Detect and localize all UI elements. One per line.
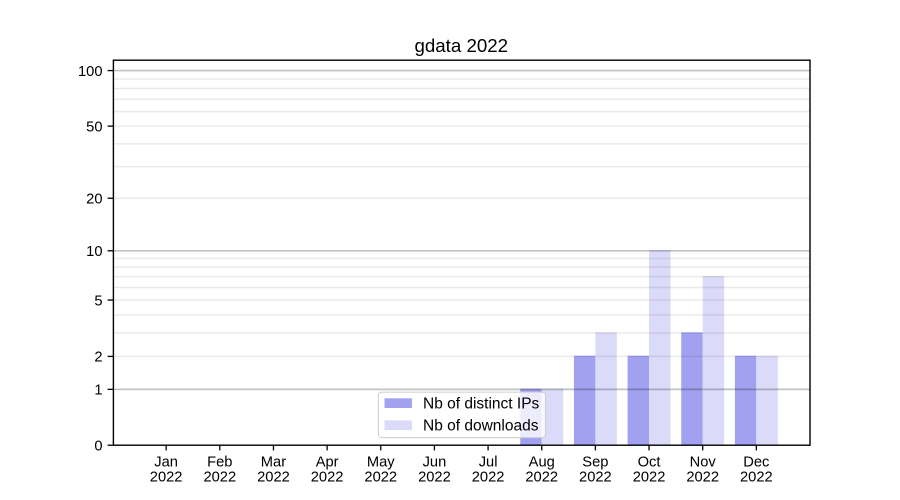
svg-text:2022: 2022 — [364, 470, 397, 486]
svg-text:2022: 2022 — [525, 470, 558, 486]
svg-text:2022: 2022 — [633, 470, 666, 486]
svg-text:Nb of downloads: Nb of downloads — [423, 418, 539, 435]
svg-text:2022: 2022 — [257, 470, 290, 486]
svg-text:2022: 2022 — [203, 470, 236, 486]
svg-text:May: May — [367, 455, 395, 471]
svg-text:2022: 2022 — [686, 470, 719, 486]
svg-text:Oct: Oct — [638, 455, 661, 471]
svg-text:Aug: Aug — [529, 455, 555, 471]
svg-text:Jan: Jan — [154, 455, 178, 471]
svg-text:1: 1 — [94, 383, 102, 399]
svg-text:Nb of distinct IPs: Nb of distinct IPs — [423, 396, 540, 413]
svg-text:2022: 2022 — [150, 470, 183, 486]
svg-text:2022: 2022 — [472, 470, 505, 486]
svg-text:Mar: Mar — [261, 455, 286, 471]
svg-text:5: 5 — [94, 293, 102, 309]
svg-text:Dec: Dec — [743, 455, 769, 471]
svg-text:2022: 2022 — [418, 470, 451, 486]
svg-text:Jul: Jul — [479, 455, 498, 471]
svg-text:20: 20 — [86, 191, 102, 207]
svg-text:Feb: Feb — [207, 455, 232, 471]
svg-text:2: 2 — [94, 350, 102, 366]
svg-text:2022: 2022 — [740, 470, 773, 486]
svg-text:2022: 2022 — [311, 470, 344, 486]
svg-text:Apr: Apr — [316, 455, 339, 471]
svg-text:Sep: Sep — [582, 455, 608, 471]
svg-text:100: 100 — [78, 64, 103, 80]
svg-text:0: 0 — [94, 438, 102, 454]
svg-text:Nov: Nov — [690, 455, 717, 471]
svg-text:Jun: Jun — [423, 455, 447, 471]
svg-text:gdata 2022: gdata 2022 — [414, 35, 508, 56]
svg-text:2022: 2022 — [579, 470, 612, 486]
svg-text:10: 10 — [86, 244, 102, 260]
svg-text:50: 50 — [86, 119, 102, 135]
